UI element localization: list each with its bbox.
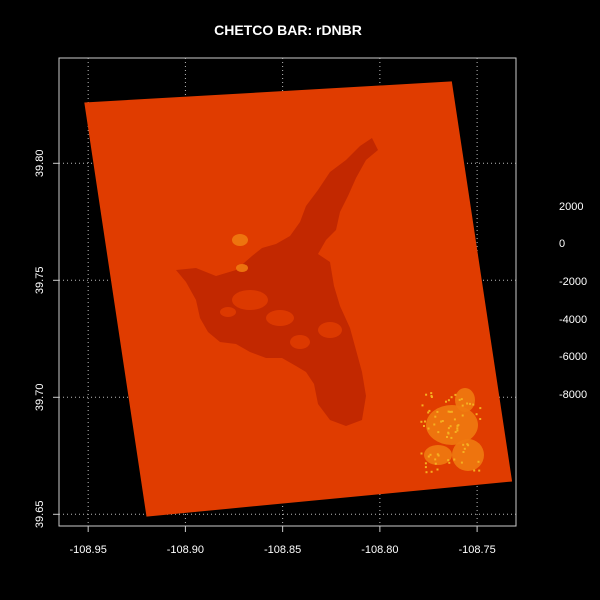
bright-speckle — [423, 425, 425, 427]
bright-speckle — [430, 470, 433, 473]
bright-speckle — [434, 458, 437, 461]
bright-speckle — [434, 462, 437, 465]
bright-speckle — [469, 402, 471, 405]
bright-speckle — [447, 431, 450, 434]
unburned-island — [220, 307, 236, 317]
bright-speckle — [460, 461, 463, 464]
legend-value: -8000 — [559, 389, 588, 401]
high-severity-patch — [232, 234, 248, 246]
unburned-island — [232, 290, 268, 310]
bright-speckle — [421, 404, 424, 407]
bright-speckle — [462, 451, 465, 453]
y-tick-label: 39.70 — [34, 384, 46, 412]
unburned-island — [266, 310, 294, 326]
bright-speckle — [420, 420, 423, 423]
high-severity-patch — [426, 405, 478, 445]
chart-title: CHETCO BAR: rDNBR — [214, 22, 362, 38]
bright-speckle — [461, 404, 464, 407]
x-tick-label: -108.90 — [167, 544, 204, 556]
legend-value: -6000 — [559, 351, 588, 363]
bright-speckle — [450, 396, 453, 399]
x-tick-label: -108.95 — [70, 544, 107, 556]
bright-speckle — [428, 409, 431, 412]
bright-speckle — [420, 452, 423, 455]
bright-speckle — [430, 392, 433, 395]
bright-speckle — [425, 471, 428, 474]
bright-speckle — [436, 410, 439, 413]
legend-value: 2000 — [559, 201, 584, 213]
legend-value: 0 — [559, 238, 566, 250]
bright-speckle — [453, 418, 456, 421]
bright-speckle — [424, 462, 427, 465]
y-tick-label: 39.80 — [34, 150, 46, 178]
bright-speckle — [463, 447, 466, 450]
bright-speckle — [462, 443, 465, 446]
bright-speckle — [461, 414, 464, 417]
bright-speckle — [437, 431, 440, 434]
bright-speckle — [466, 402, 469, 405]
high-severity-patch — [236, 264, 248, 272]
bright-speckle — [457, 424, 460, 427]
bright-speckle — [472, 403, 475, 406]
bright-speckle — [427, 427, 430, 430]
y-axis: 39.65 39.70 39.75 39.80 — [34, 150, 59, 529]
bright-speckle — [436, 468, 439, 471]
bright-speckle — [478, 469, 481, 472]
bright-speckle — [441, 420, 444, 422]
bright-speckle — [434, 415, 437, 418]
burn-scar — [176, 138, 378, 426]
raster-layer — [84, 81, 513, 517]
bright-speckle — [430, 395, 433, 397]
bright-speckle — [460, 398, 463, 401]
bright-speckle — [477, 460, 480, 463]
bright-speckle — [473, 469, 476, 472]
bright-speckle — [447, 459, 450, 462]
high-severity-patch — [452, 439, 484, 471]
bright-speckle — [447, 427, 450, 430]
bright-speckle — [456, 427, 459, 430]
bright-speckle — [424, 420, 426, 423]
bright-speckle — [453, 458, 456, 461]
unburned-island — [318, 322, 342, 338]
bright-speckle — [445, 400, 447, 403]
bright-speckle — [458, 398, 461, 401]
bright-speckle — [466, 443, 469, 446]
bright-speckle — [447, 399, 450, 402]
bright-speckle — [479, 407, 482, 410]
bright-speckle — [449, 425, 452, 428]
x-tick-label: -108.85 — [264, 544, 301, 556]
bright-speckle — [424, 466, 427, 469]
legend-value: -2000 — [559, 276, 588, 288]
x-axis: -108.95 -108.90 -108.85 -108.80 -108.75 — [70, 526, 496, 556]
bright-speckle — [450, 436, 453, 439]
plot-frame — [58, 57, 517, 527]
bright-speckle — [479, 418, 482, 420]
legend-value: -4000 — [559, 314, 588, 326]
bright-speckle — [447, 410, 450, 413]
bright-speckle — [437, 454, 440, 457]
bright-speckle — [450, 410, 453, 413]
y-tick-label: 39.75 — [34, 267, 46, 295]
bright-speckle — [429, 453, 432, 456]
unburned-island — [290, 335, 310, 349]
bright-speckle — [425, 393, 428, 396]
y-tick-label: 39.65 — [34, 501, 46, 529]
x-tick-label: -108.75 — [458, 544, 495, 556]
bright-speckle — [456, 429, 459, 432]
bright-speckle — [427, 455, 430, 458]
high-severity-patch — [455, 388, 475, 412]
bright-speckle — [448, 461, 451, 464]
bright-speckle — [436, 453, 439, 456]
x-tick-label: -108.80 — [361, 544, 398, 556]
bright-speckle — [446, 436, 448, 438]
bright-speckle — [427, 411, 430, 414]
bright-speckle — [440, 420, 443, 423]
bright-speckle — [449, 410, 452, 413]
bright-speckle — [433, 423, 436, 426]
bright-speckle — [454, 393, 457, 396]
bright-speckle — [475, 413, 478, 416]
bright-speckle — [454, 431, 457, 433]
